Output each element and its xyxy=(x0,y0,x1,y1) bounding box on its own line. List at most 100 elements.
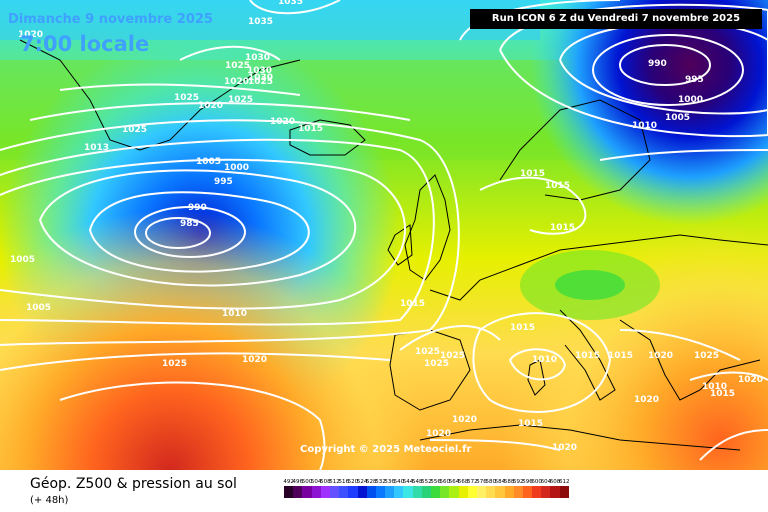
isobar-990-ne xyxy=(619,44,711,86)
scale-label: 516 xyxy=(338,479,349,485)
scale-cell: 504 xyxy=(311,479,321,498)
iceland-coast xyxy=(289,119,366,156)
isobar-1000-ne xyxy=(559,21,768,115)
isobar-label: 1020 xyxy=(270,117,295,127)
scale-cell: 528 xyxy=(366,479,377,498)
scale-cell: 560 xyxy=(440,479,450,498)
isobar-label: 1035 xyxy=(248,17,273,27)
scale-label: 556 xyxy=(430,479,441,485)
isobar-label: 1020 xyxy=(18,30,43,40)
isobar-label: 995 xyxy=(685,75,704,85)
isobar-label: 1025 xyxy=(174,93,199,103)
scale-cell: 548 xyxy=(411,479,423,498)
scale-cell: 556 xyxy=(430,479,441,498)
legend-bar: Géop. Z500 & pression au sol (+ 48h) 492… xyxy=(0,470,768,512)
isobar-1015-europe xyxy=(479,176,587,235)
scale-swatch xyxy=(366,486,376,498)
scale-label: 524 xyxy=(356,479,368,485)
copyright: Copyright © 2025 Meteociel.fr xyxy=(300,444,472,455)
scale-label: 572 xyxy=(467,479,478,485)
isobar-label: 1020 xyxy=(426,429,451,439)
scale-label: 612 xyxy=(558,479,570,485)
scale-label: 588 xyxy=(503,479,515,485)
legend-subtitle: (+ 48h) xyxy=(30,495,69,506)
scale-swatch xyxy=(458,486,468,498)
isobar-label: 1025 xyxy=(424,359,449,369)
isobar-label: 1020 xyxy=(634,395,659,405)
scale-cell: 536 xyxy=(384,479,395,498)
isobar-label: 1025 xyxy=(415,347,440,357)
isobar-label: 1025 xyxy=(248,77,273,87)
scale-swatch xyxy=(339,486,349,498)
isobar-label: 1015 xyxy=(545,181,570,191)
scale-cell: 572 xyxy=(467,479,478,498)
scale-cell: 492 xyxy=(283,479,294,498)
isobar-labels: 1035103510201030103010301025102010251025… xyxy=(10,0,763,453)
scale-swatch xyxy=(467,486,477,498)
isobar-1005 xyxy=(0,158,406,310)
scale-label: 548 xyxy=(411,479,423,485)
isobar-label: 1005 xyxy=(196,157,221,167)
isobar-label: 1030 xyxy=(245,53,270,63)
isobar-1025 xyxy=(59,381,326,470)
isobar-label: 1025 xyxy=(228,95,253,105)
scale-swatch xyxy=(320,486,330,498)
scale-cell: 508 xyxy=(320,479,331,498)
isobar-label: 1015 xyxy=(518,419,543,429)
scale-cell: 544 xyxy=(402,479,414,498)
scale-cell: 500 xyxy=(302,479,312,498)
isobar-1025-east xyxy=(689,371,768,381)
isobar-1010 xyxy=(0,138,435,326)
scale-cell: 596 xyxy=(522,479,533,498)
isobar-1000 xyxy=(38,169,357,287)
scale-label: 596 xyxy=(522,479,533,485)
scale-swatch xyxy=(541,486,551,498)
scale-cell: 516 xyxy=(338,479,349,498)
isobar-label: 1020 xyxy=(552,443,577,453)
scale-label: 532 xyxy=(375,479,386,485)
scale-label: 584 xyxy=(494,479,506,485)
isobar-label: 1015 xyxy=(550,223,575,233)
isobar-1010-med xyxy=(508,348,567,381)
isobar-label: 985 xyxy=(180,219,199,229)
scale-label: 544 xyxy=(402,479,414,485)
top-band xyxy=(0,0,540,40)
isobar-label: 1000 xyxy=(224,163,249,173)
scale-cell: 532 xyxy=(375,479,386,498)
scale-swatch xyxy=(375,486,386,498)
isobar-1035 xyxy=(249,0,341,15)
isobar-label: 1025 xyxy=(225,61,250,71)
isobar-label: 1020 xyxy=(224,77,249,87)
scale-swatch xyxy=(559,486,569,498)
scale-label: 528 xyxy=(366,479,377,485)
scale-swatch xyxy=(504,486,514,498)
scale-swatch xyxy=(412,486,422,498)
isobar-label: 1010 xyxy=(702,382,727,392)
isobar-1020-east xyxy=(619,329,741,361)
legend-title: Géop. Z500 & pression au sol xyxy=(30,476,237,492)
scale-label: 576 xyxy=(476,479,487,485)
scale-cell: 588 xyxy=(503,479,515,498)
balkans-coast xyxy=(619,319,761,401)
southeast-high-field xyxy=(0,0,768,470)
scale-swatch xyxy=(550,486,560,498)
isobar-label: 1015 xyxy=(298,124,323,134)
scale-cell: 576 xyxy=(476,479,487,498)
isobar-label: 1013 xyxy=(84,143,109,153)
scale-cell: 564 xyxy=(449,479,459,498)
forecast-date: Dimanche 9 novembre 2025 xyxy=(8,12,213,27)
isobar-1015 xyxy=(0,119,460,346)
scandinavia-coast xyxy=(499,99,651,201)
scale-cell: 584 xyxy=(494,479,506,498)
scale-swatch xyxy=(394,486,404,498)
scale-cell: 540 xyxy=(394,479,404,498)
scale-label: 512 xyxy=(329,479,340,485)
isobar-label: 1025 xyxy=(694,351,719,361)
weather-map: 1035103510201030103010301025102010251025… xyxy=(0,0,768,470)
isobar-label: 1000 xyxy=(678,95,703,105)
isobar-label: 1025 xyxy=(440,351,465,361)
scale-swatch xyxy=(348,486,358,498)
isobar-990 xyxy=(134,206,246,258)
ireland-coast xyxy=(387,224,413,266)
north-africa-coast xyxy=(419,424,741,451)
